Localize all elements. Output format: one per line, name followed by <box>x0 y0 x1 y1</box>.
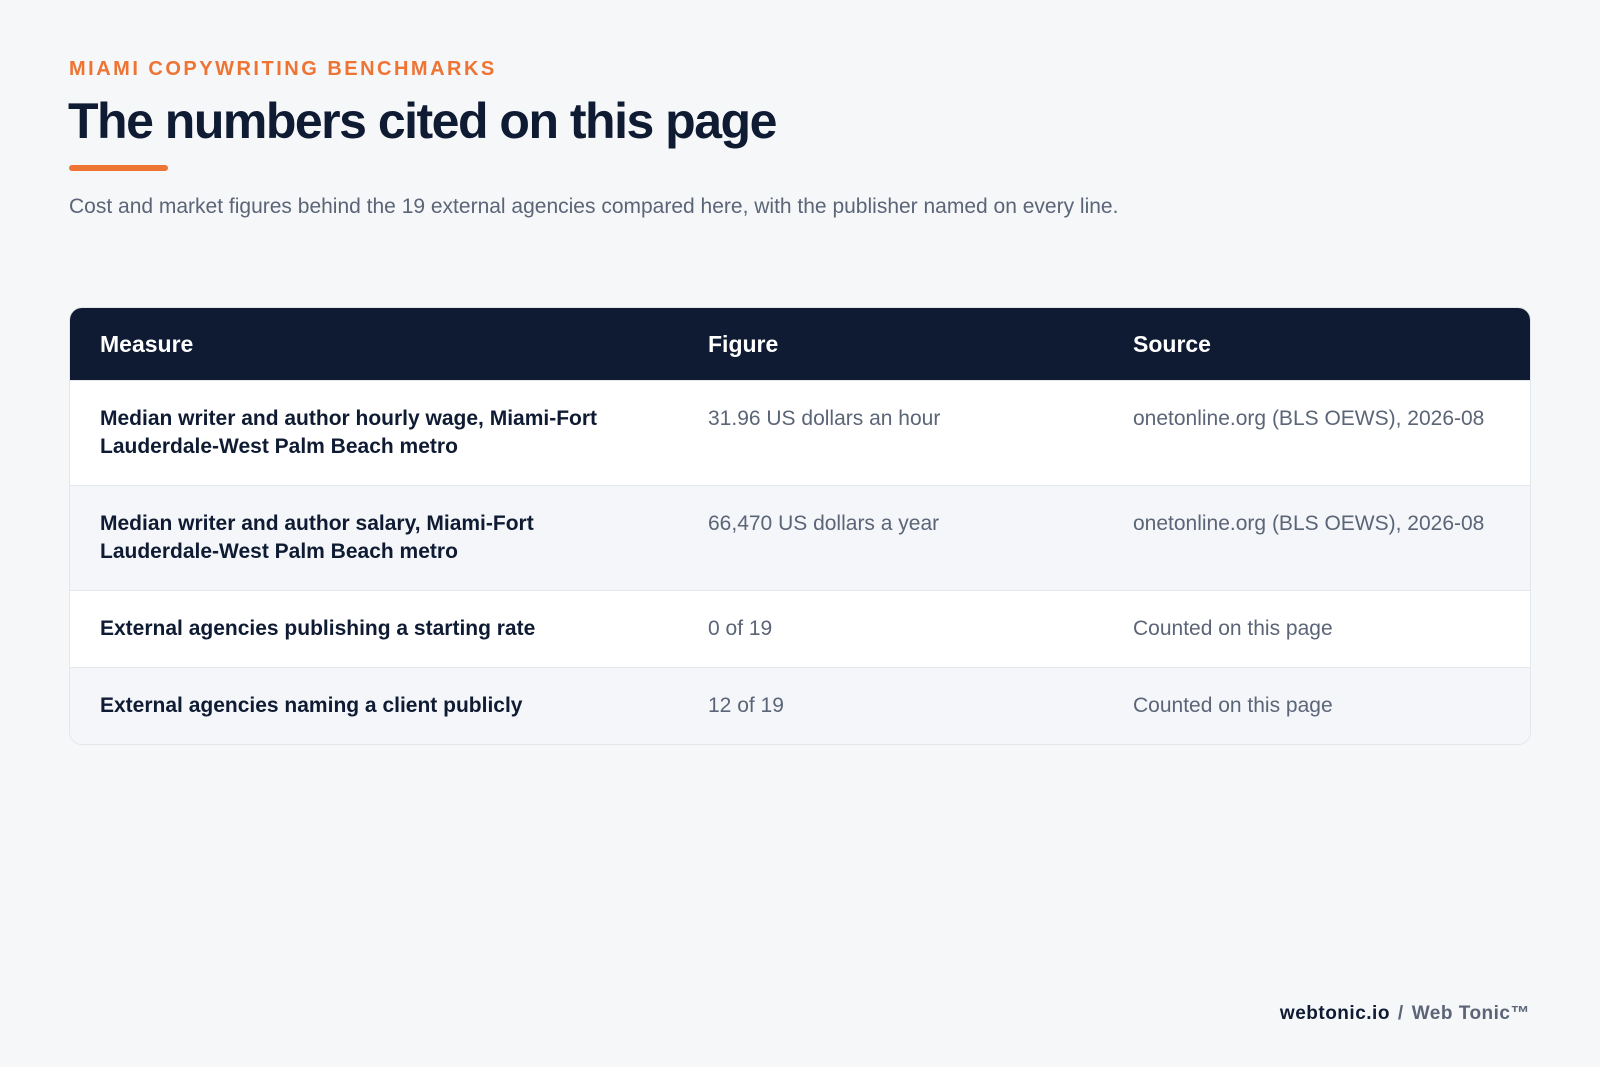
table-cell: Counted on this page <box>1103 667 1530 744</box>
table-cell: Median writer and author salary, Miami-F… <box>70 485 678 590</box>
eyebrow: MIAMI COPYWRITING BENCHMARKS <box>69 58 497 80</box>
footer-separator: / <box>1397 1003 1404 1024</box>
table-cell: 12 of 19 <box>678 667 1103 744</box>
table-cell: Median writer and author hourly wage, Mi… <box>70 380 678 485</box>
table-cell: External agencies publishing a starting … <box>70 590 678 667</box>
data-table: Measure Figure Source Median writer and au… <box>70 308 1530 744</box>
column-header: Figure <box>678 308 1103 380</box>
table-cell: External agencies naming a client public… <box>70 667 678 744</box>
accent-rule <box>69 165 168 171</box>
footer: webtonic.io / Web Tonic™ <box>1280 1003 1530 1025</box>
table-cell: 66,470 US dollars a year <box>678 485 1103 590</box>
table-cell: onetonline.org (BLS OEWS), 2026-08 <box>1103 380 1530 485</box>
column-header: Measure <box>70 308 678 380</box>
subtitle: Cost and market figures behind the 19 ex… <box>69 195 1119 218</box>
table-row: Median writer and author hourly wage, Mi… <box>70 380 1530 485</box>
table-row: External agencies publishing a starting … <box>70 590 1530 667</box>
footer-brand: Web Tonic™ <box>1411 1003 1530 1024</box>
column-header: Source <box>1103 308 1530 380</box>
table-cell: 31.96 US dollars an hour <box>678 380 1103 485</box>
footer-domain: webtonic.io <box>1279 1003 1390 1024</box>
table-cell: Counted on this page <box>1103 590 1530 667</box>
header-row: Measure Figure Source <box>70 308 1530 380</box>
table-cell: 0 of 19 <box>678 590 1103 667</box>
title: The numbers cited on this page <box>68 93 777 149</box>
table-row: External agencies naming a client public… <box>70 667 1530 744</box>
table-row: Median writer and author salary, Miami-F… <box>70 485 1530 590</box>
table-cell: onetonline.org (BLS OEWS), 2026-08 <box>1103 485 1530 590</box>
